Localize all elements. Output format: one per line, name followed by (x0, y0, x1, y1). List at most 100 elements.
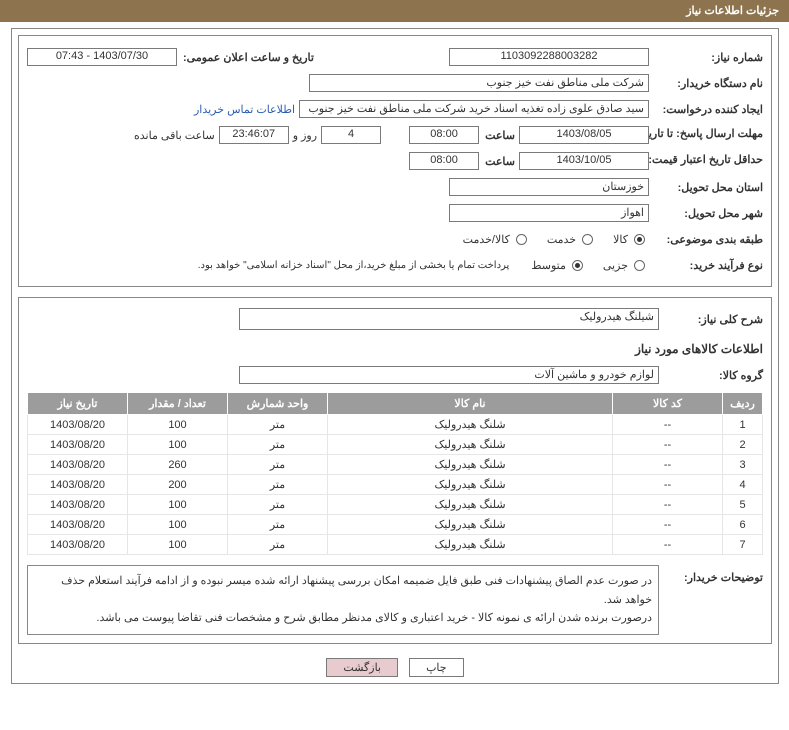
cell-date: 1403/08/20 (28, 415, 128, 435)
radio-both-label: کالا/خدمت (463, 233, 510, 246)
cell-idx: 3 (723, 455, 763, 475)
reply-deadline-time: 08:00 (409, 126, 479, 144)
cell-date: 1403/08/20 (28, 515, 128, 535)
radio-goods-label: کالا (613, 233, 628, 246)
cell-name: شلنگ هیدرولیک (328, 515, 613, 535)
table-row: 2--شلنگ هیدرولیکمتر1001403/08/20 (28, 435, 763, 455)
city-label: شهر محل تحویل: (653, 207, 763, 220)
cell-code: -- (613, 535, 723, 555)
cell-name: شلنگ هیدرولیک (328, 495, 613, 515)
summary-label: شرح کلی نیاز: (663, 313, 763, 326)
requester-label: ایجاد کننده درخواست: (653, 103, 763, 116)
radio-partial[interactable] (634, 260, 645, 271)
cell-qty: 260 (128, 455, 228, 475)
reply-time-label: ساعت (483, 129, 515, 142)
cell-code: -- (613, 455, 723, 475)
radio-service[interactable] (582, 234, 593, 245)
payment-note: پرداخت تمام یا بخشی از مبلغ خرید،از محل … (198, 260, 516, 271)
cell-unit: متر (228, 415, 328, 435)
city-value: اهواز (449, 204, 649, 222)
province-label: استان محل تحویل: (653, 181, 763, 194)
classification-label: طبقه بندی موضوعی: (653, 233, 763, 246)
cell-qty: 100 (128, 515, 228, 535)
cell-qty: 100 (128, 535, 228, 555)
remaining-hours-label: ساعت باقی مانده (134, 129, 215, 142)
cell-name: شلنگ هیدرولیک (328, 435, 613, 455)
cell-qty: 100 (128, 495, 228, 515)
table-row: 3--شلنگ هیدرولیکمتر2601403/08/20 (28, 455, 763, 475)
cell-unit: متر (228, 475, 328, 495)
table-header-row: ردیف کد کالا نام کالا واحد شمارش تعداد /… (28, 393, 763, 415)
cell-unit: متر (228, 515, 328, 535)
buyer-note-box: در صورت عدم الصاق پیشنهادات فنی طبق فایل… (27, 565, 659, 635)
cell-idx: 4 (723, 475, 763, 495)
validity-label: حداقل تاریخ اعتبار قیمت: تا تاریخ: (653, 154, 763, 167)
cell-name: شلنگ هیدرولیک (328, 455, 613, 475)
requester-value: سید صادق علوی زاده تغذیه اسناد خرید شرکت… (299, 100, 649, 118)
table-row: 6--شلنگ هیدرولیکمتر1001403/08/20 (28, 515, 763, 535)
goods-table: ردیف کد کالا نام کالا واحد شمارش تعداد /… (27, 392, 763, 555)
cell-name: شلنگ هیدرولیک (328, 475, 613, 495)
cell-date: 1403/08/20 (28, 535, 128, 555)
cell-idx: 2 (723, 435, 763, 455)
cell-name: شلنگ هیدرولیک (328, 415, 613, 435)
buyer-note-line-2: درصورت برنده شدن ارائه ی نمونه کالا - خر… (34, 609, 652, 628)
buyer-note-label: توضیحات خریدار: (663, 565, 763, 584)
table-row: 5--شلنگ هیدرولیکمتر1001403/08/20 (28, 495, 763, 515)
page-title: جزئیات اطلاعات نیاز (686, 5, 779, 17)
buyer-contact-link[interactable]: اطلاعات تماس خریدار (194, 103, 295, 116)
cell-qty: 200 (128, 475, 228, 495)
radio-service-label: خدمت (547, 233, 576, 246)
remaining-days: 4 (321, 126, 381, 144)
print-button[interactable]: چاپ (409, 658, 464, 677)
cell-code: -- (613, 415, 723, 435)
cell-name: شلنگ هیدرولیک (328, 535, 613, 555)
validity-time: 08:00 (409, 152, 479, 170)
cell-code: -- (613, 435, 723, 455)
cell-idx: 5 (723, 495, 763, 515)
buyer-note-line-1: در صورت عدم الصاق پیشنهادات فنی طبق فایل… (34, 572, 652, 609)
page-title-bar: جزئیات اطلاعات نیاز (0, 0, 789, 22)
summary-value: شیلنگ هیدرولیک (239, 308, 659, 330)
cell-qty: 100 (128, 415, 228, 435)
radio-both[interactable] (516, 234, 527, 245)
goods-info-header: اطلاعات کالاهای مورد نیاز (27, 342, 763, 356)
th-date: تاریخ نیاز (28, 393, 128, 415)
radio-goods[interactable] (634, 234, 645, 245)
cell-date: 1403/08/20 (28, 435, 128, 455)
radio-medium[interactable] (572, 260, 583, 271)
process-type-label: نوع فرآیند خرید: (653, 259, 763, 272)
validity-date: 1403/10/05 (519, 152, 649, 170)
announce-datetime-label: تاریخ و ساعت اعلان عمومی: (181, 51, 314, 64)
table-row: 1--شلنگ هیدرولیکمتر1001403/08/20 (28, 415, 763, 435)
th-name: نام کالا (328, 393, 613, 415)
th-code: کد کالا (613, 393, 723, 415)
countdown-value: 23:46:07 (219, 126, 289, 144)
content-box: شرح کلی نیاز: شیلنگ هیدرولیک اطلاعات کال… (18, 297, 772, 644)
group-value: لوازم خودرو و ماشین آلات (239, 366, 659, 384)
announce-datetime-value: 07:43 - 1403/07/30 (27, 48, 177, 66)
reply-deadline-label: مهلت ارسال پاسخ: تا تاریخ: (653, 128, 763, 141)
details-box: شماره نیاز: 1103092288003282 تاریخ و ساع… (18, 35, 772, 287)
back-button[interactable]: بازگشت (326, 658, 398, 677)
th-index: ردیف (723, 393, 763, 415)
validity-time-label: ساعت (483, 155, 515, 168)
cell-date: 1403/08/20 (28, 475, 128, 495)
cell-qty: 100 (128, 435, 228, 455)
cell-unit: متر (228, 495, 328, 515)
days-and-label: روز و (293, 129, 317, 142)
th-qty: تعداد / مقدار (128, 393, 228, 415)
cell-idx: 6 (723, 515, 763, 535)
cell-code: -- (613, 495, 723, 515)
cell-idx: 7 (723, 535, 763, 555)
need-number-label: شماره نیاز: (653, 51, 763, 64)
cell-date: 1403/08/20 (28, 495, 128, 515)
reply-deadline-date: 1403/08/05 (519, 126, 649, 144)
button-row: چاپ بازگشت (18, 658, 772, 677)
th-unit: واحد شمارش (228, 393, 328, 415)
cell-unit: متر (228, 455, 328, 475)
table-row: 4--شلنگ هیدرولیکمتر2001403/08/20 (28, 475, 763, 495)
need-number-value: 1103092288003282 (449, 48, 649, 66)
cell-idx: 1 (723, 415, 763, 435)
cell-date: 1403/08/20 (28, 455, 128, 475)
